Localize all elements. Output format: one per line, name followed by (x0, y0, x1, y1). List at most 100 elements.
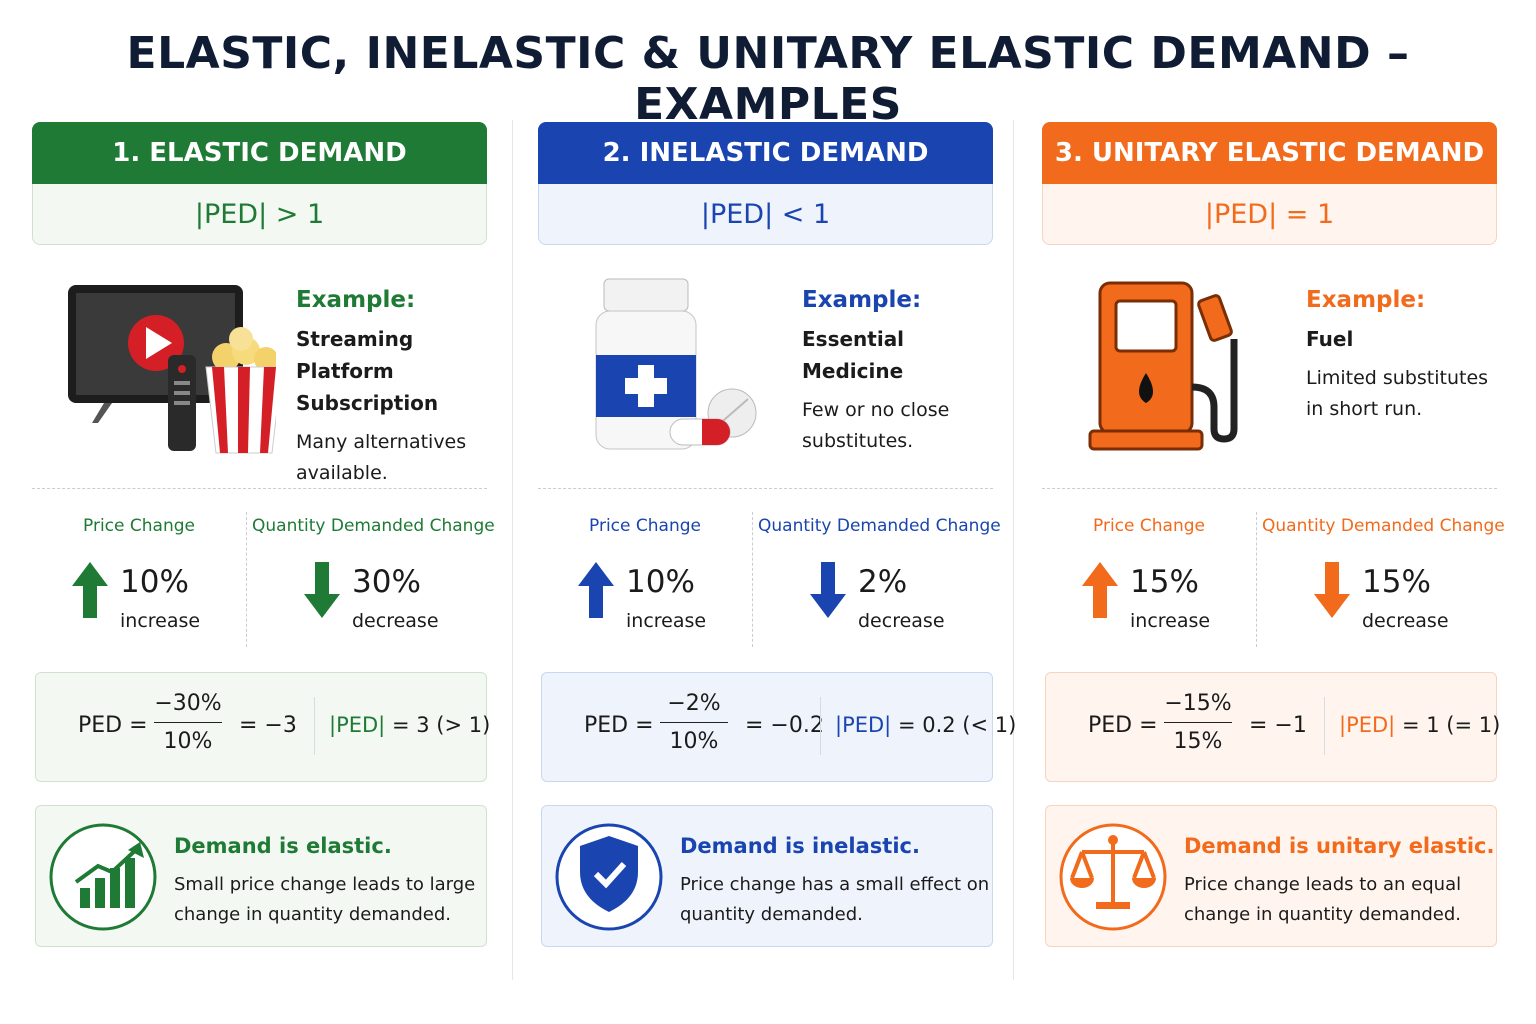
conclusion-title: Demand is elastic. (174, 834, 392, 858)
separator (246, 512, 247, 647)
icon-shape (254, 347, 278, 371)
fraction-bar (1164, 722, 1232, 723)
formula-lhs: PED = (78, 713, 148, 738)
icon-shape (238, 367, 250, 453)
quantity-change: Quantity Demanded Change 30% decrease (252, 516, 495, 632)
change-direction: decrease (352, 610, 439, 632)
icon-shape (304, 562, 340, 618)
icon-shape (1070, 878, 1094, 888)
icon-shape (578, 562, 614, 618)
example-name: Streaming Platform Subscription (296, 327, 439, 415)
example-icon (1056, 277, 1286, 457)
example-note: Many alternatives available. (296, 431, 467, 484)
icon-shape (212, 367, 228, 453)
conclusion-box: Demand is elastic. Small price change le… (35, 805, 487, 947)
icon-shape (174, 401, 190, 405)
formula-box: PED = −15% 15% = −1 |PED| = 1 (= 1) (1045, 672, 1501, 782)
icon-shape (304, 562, 340, 618)
up-arrow (1082, 562, 1118, 622)
down-arrow (810, 562, 846, 622)
numerator: −2% (667, 691, 721, 716)
example-icon (46, 277, 283, 457)
formula-lhs: PED = (1088, 713, 1158, 738)
divider (512, 120, 513, 980)
icon-shape (1314, 562, 1350, 618)
separator (1042, 488, 1497, 489)
price-change: Price Change 15% increase (1042, 516, 1256, 632)
icon-shape (49, 823, 157, 931)
conclusion-box: Demand is inelastic. Price change has a … (541, 805, 993, 947)
icon-shape (1070, 835, 1156, 909)
icon-shape (1082, 562, 1118, 618)
change-label: Price Change (1093, 516, 1205, 536)
fraction: −30% 10% (154, 691, 222, 754)
icon-shape (92, 403, 112, 423)
absolute-value: |PED| = 3 (> 1) (329, 713, 490, 737)
demand-column: 2. INELASTIC DEMAND |PED| < 1 Example: E… (538, 122, 1016, 952)
abs-result: = 1 (= 1) (1401, 713, 1501, 737)
icon-shape (1070, 840, 1156, 904)
example-icon (552, 277, 782, 457)
formula-box: PED = −30% 10% = −3 |PED| = 3 (> 1) (35, 672, 490, 782)
demand-column: 1. ELASTIC DEMAND |PED| > 1 Example: Str… (32, 122, 495, 952)
example: Example: Streaming Platform Subscription… (296, 287, 491, 489)
icon-shape (810, 562, 846, 618)
icon-shape (625, 378, 667, 394)
icon-shape (128, 842, 144, 858)
change-label: Price Change (83, 516, 195, 536)
icon-shape (1088, 429, 1204, 451)
icon-shape (174, 391, 190, 395)
denominator: 10% (163, 729, 213, 754)
icon-shape (68, 285, 283, 454)
change-label: Price Change (589, 516, 701, 536)
fraction: −2% 10% (660, 691, 728, 754)
numerator: −15% (1164, 691, 1232, 716)
price-change: Price Change 10% increase (538, 516, 752, 632)
condition: |PED| = 1 (1042, 184, 1497, 245)
icon-shape (1108, 835, 1118, 845)
change-direction: increase (120, 610, 201, 632)
separator (314, 697, 315, 755)
formula-box: PED = −2% 10% = −0.2 |PED| = 0.2 (< 1) (541, 672, 1016, 782)
example-label: Example: (296, 287, 416, 313)
abs-label: |PED| (1339, 713, 1396, 737)
icon-shape (1197, 294, 1233, 342)
icon-shape (72, 562, 108, 618)
icon-shape (702, 419, 730, 445)
down-arrow (1314, 562, 1350, 622)
icon-shape (603, 278, 689, 312)
icon-shape (1114, 299, 1178, 353)
example-name: Fuel (1306, 327, 1354, 351)
abs-label: |PED| (329, 713, 386, 737)
icon-shape (125, 858, 135, 908)
icon-shape (1070, 851, 1084, 879)
quantity-change: Quantity Demanded Change 15% decrease (1262, 516, 1505, 632)
change-direction: decrease (858, 610, 945, 632)
icon-shape (174, 381, 190, 385)
change-value: 10% (120, 564, 189, 600)
condition: |PED| < 1 (538, 184, 993, 245)
column-header: 3. UNITARY ELASTIC DEMAND (1042, 122, 1497, 184)
icon-shape (593, 861, 627, 889)
conclusion-icon (555, 823, 663, 931)
separator (752, 512, 753, 647)
abs-result: = 3 (> 1) (391, 713, 491, 737)
conclusion-text: Small price change leads to large change… (174, 874, 476, 925)
icon-shape (229, 327, 253, 351)
icon-shape (810, 562, 846, 618)
icon-shape (1191, 339, 1238, 443)
denominator: 15% (1173, 729, 1223, 754)
formula-result: = −1 (1249, 713, 1307, 738)
numerator: −30% (154, 691, 222, 716)
change-value: 10% (626, 564, 695, 600)
icon-shape (1314, 562, 1350, 618)
conclusion-text: Price change leads to an equal change in… (1184, 874, 1462, 925)
icon-shape (80, 858, 135, 908)
change-value: 30% (352, 564, 421, 600)
condition: |PED| > 1 (32, 184, 487, 245)
formula-result: = −3 (239, 713, 297, 738)
icon-shape (580, 836, 638, 912)
example-label: Example: (1306, 287, 1426, 313)
change-value: 2% (858, 564, 908, 600)
change-value: 15% (1362, 564, 1431, 600)
